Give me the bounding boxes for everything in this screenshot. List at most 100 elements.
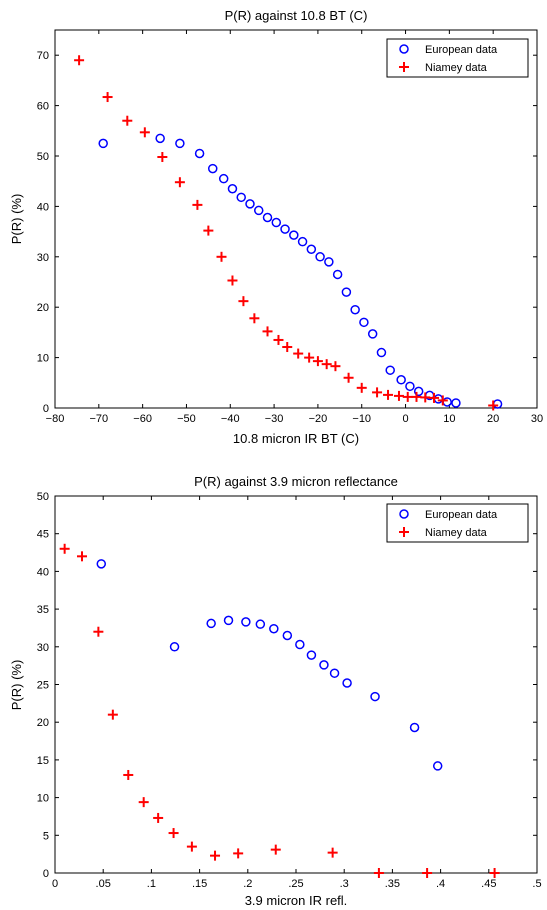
chart-1-european-point (280, 224, 290, 234)
chart-1-plot-area (54, 29, 538, 409)
chart-1-niamey-point (356, 382, 367, 393)
chart-2-y-tick-label: 30 (37, 642, 49, 654)
chart-2-niamey-point (138, 797, 149, 808)
chart-2-x-ticks: 0 .05 .1 .15 .2 .25 .3 .35 .4 .45 .5 (52, 496, 542, 890)
chart-2-y-ticks: 0 5 10 15 20 25 30 35 40 45 50 (37, 491, 537, 880)
chart-1-niamey-point (372, 387, 383, 398)
chart-2-niamey-point (123, 769, 134, 780)
chart-1-niamey-point (122, 115, 133, 126)
chart-1-european-point (413, 386, 424, 397)
chart-2-niamey-point (93, 626, 104, 637)
chart-1-niamey-point (304, 352, 315, 363)
chart-2-x-tick-label: .45 (481, 878, 496, 890)
chart-2-y-tick-label: 20 (37, 717, 49, 729)
chart-2-niamey-point (373, 868, 384, 878)
chart-2-plot-area (54, 495, 538, 874)
chart-2-x-tick-label: .1 (147, 878, 156, 890)
chart-1-european-point (289, 230, 299, 240)
chart-1-y-tick-label: 30 (37, 252, 49, 264)
chart-1-x-tick-label: 20 (487, 413, 499, 425)
chart-1-niamey-point (402, 391, 413, 402)
chart-1-y-tick-label: 20 (37, 302, 49, 314)
chart-2-european-point (269, 623, 279, 634)
chart-2-y-tick-label: 50 (37, 491, 49, 503)
chart-1-european-point (332, 269, 343, 280)
chart-2-niamey-point (210, 850, 221, 861)
chart-1-legend-european-marker (399, 44, 409, 54)
chart-2-european-point (319, 660, 329, 670)
chart-1-european-point (218, 173, 229, 184)
chart-1-y-tick-label: 40 (37, 201, 49, 213)
chart-1-x-tick-label: −60 (133, 413, 152, 425)
chart-1-niamey-point (216, 251, 227, 262)
chart-2-niamey-point (327, 847, 338, 858)
chart-2-y-tick-label: 5 (43, 830, 49, 842)
chart-1-niamey-point (429, 392, 440, 403)
chart-2-y-tick-label: 10 (37, 793, 49, 805)
chart-1-european-point (385, 365, 395, 375)
chart-2-european-point (409, 722, 420, 733)
chart-1-x-tick-label: −50 (177, 413, 196, 425)
chart-1-niamey-point (262, 326, 273, 337)
chart-1-niamey-point (102, 92, 113, 103)
chart-1-european-point (396, 375, 406, 385)
chart-1-x-ticks: −80 −70 −60 −50 −40 −30 −20 −10 0 10 20 30 (46, 30, 543, 425)
chart-2-niamey-point (233, 848, 244, 859)
chart-1-european-point (451, 398, 461, 408)
chart-1-niamey-point (249, 313, 260, 324)
chart-1-european-point (254, 205, 264, 216)
chart-2-niamey-point (107, 709, 118, 720)
chart-1-european-point (207, 163, 218, 174)
chart-1-european-point (341, 287, 352, 297)
chart-1-x-tick-label: 30 (531, 413, 543, 425)
chart-1-legend-box (386, 38, 529, 78)
chart-1-european-point (324, 257, 334, 267)
chart-2-european-point (329, 668, 340, 678)
chart-2-y-tick-label: 35 (37, 604, 49, 616)
chart-1-european-point (236, 192, 246, 203)
chart-1-niamey-point (411, 391, 422, 402)
chart-1-niamey-point (192, 199, 203, 210)
chart-1: P(R) against 10.8 BT (C) −80 −70 −60 −50 −40… (9, 8, 543, 446)
chart-1-niamey-point (343, 372, 354, 383)
chart-2-y-tick-label: 45 (37, 529, 49, 541)
chart-2-y-tick-label: 0 (43, 868, 49, 880)
chart-2-legend: European data Niamey data (386, 503, 529, 543)
chart-1-legend-niamey-label: Niamey data (425, 62, 488, 74)
chart-2-niamey-point (422, 868, 433, 878)
chart-1-y-tick-label: 50 (37, 151, 49, 163)
chart-1-european-point (315, 252, 325, 262)
chart-1-niamey-point (203, 225, 214, 236)
chart-2-european-point (169, 642, 180, 652)
chart-2-niamey-point (489, 868, 500, 878)
chart-1-niamey-point (330, 361, 341, 372)
chart-2-legend-european-marker (399, 509, 409, 519)
chart-2-x-tick-label: .15 (192, 878, 207, 890)
chart-1-y-axis-label: P(R) (%) (9, 194, 24, 245)
chart-1-european-point (194, 148, 205, 159)
chart-2-european-point (223, 615, 234, 626)
chart-1-y-tick-label: 70 (37, 50, 49, 62)
chart-2-niamey-point (59, 543, 70, 554)
chart-1-niamey-point (74, 55, 85, 66)
chart-1-niamey-point (174, 177, 185, 188)
chart-1-niamey-point (321, 359, 332, 370)
chart-2-marks (59, 543, 500, 878)
chart-1-x-tick-label: 10 (443, 413, 455, 425)
chart-2-legend-european-label: European data (425, 509, 498, 521)
chart-1-niamey-point (312, 356, 323, 367)
chart-1-x-tick-label: −30 (265, 413, 284, 425)
chart-1-european-point (98, 138, 108, 149)
chart-1-niamey-point (420, 392, 431, 403)
chart-2: P(R) against 3.9 micron reflectance 0 .05… (9, 474, 542, 908)
chart-1-title: P(R) against 10.8 BT (C) (225, 8, 368, 23)
chart-2-legend-box (386, 503, 529, 543)
chart-2-x-tick-label: .35 (385, 878, 400, 890)
chart-1-european-point (245, 199, 255, 209)
chart-2-title: P(R) against 3.9 micron reflectance (194, 474, 398, 489)
chart-1-marks (74, 55, 503, 411)
chart-2-y-tick-label: 40 (37, 566, 49, 578)
chart-2-x-tick-label: .5 (532, 878, 541, 890)
chart-1-european-point (271, 217, 282, 228)
